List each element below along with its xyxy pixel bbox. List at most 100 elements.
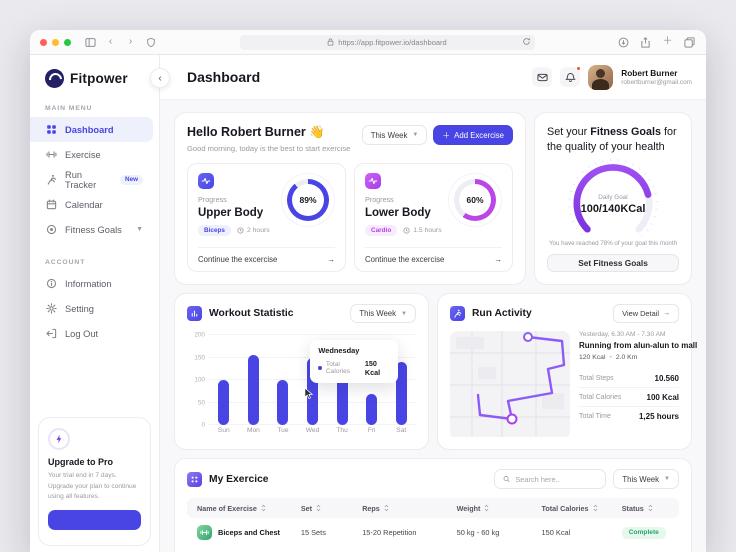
avatar[interactable] bbox=[588, 64, 614, 90]
add-exercise-button[interactable]: ＋ Add Excercise bbox=[433, 125, 513, 145]
column-header[interactable]: Set bbox=[301, 504, 362, 513]
calendar-icon bbox=[45, 199, 57, 211]
shield-icon[interactable] bbox=[144, 36, 157, 49]
stat-row: Total Steps 10.560 bbox=[579, 373, 679, 383]
route-end-marker bbox=[506, 413, 518, 425]
sidebar-item-label: Exercise bbox=[65, 149, 101, 160]
tooltip-label: Total Calories bbox=[325, 361, 351, 376]
runner-icon bbox=[45, 174, 57, 186]
column-header[interactable]: Status bbox=[622, 504, 669, 513]
continue-exercise-link[interactable]: Continue the excercise → bbox=[198, 247, 335, 271]
forward-nav-icon[interactable]: › bbox=[128, 36, 133, 47]
exercise-calories: 150 Kcal bbox=[541, 528, 571, 537]
target-icon bbox=[45, 224, 57, 236]
tooltip-title: Wednesday bbox=[318, 346, 360, 356]
page-header: ‹ Dashboard Robert Burner robertburner@g… bbox=[150, 55, 706, 100]
sidebar-item-logout[interactable]: Log Out bbox=[30, 321, 153, 346]
duration: 2 hours bbox=[237, 227, 270, 234]
column-header[interactable]: Total Calories bbox=[542, 504, 622, 513]
x-tick-thu: Thu bbox=[336, 427, 348, 434]
sidebar-item-calendar[interactable]: Calendar bbox=[30, 192, 153, 217]
chart-xlabels: Sun Mon Tue Wed Thu Fri Sat bbox=[209, 427, 416, 439]
upper-body-card: Progress Upper Body Biceps 2 hours bbox=[187, 163, 346, 272]
refresh-icon[interactable] bbox=[522, 37, 531, 48]
bar-wed[interactable] bbox=[307, 357, 319, 425]
period-select[interactable]: This Week ▼ bbox=[361, 125, 428, 145]
column-header[interactable]: Name of Exercise bbox=[197, 504, 301, 513]
column-header[interactable]: Weight bbox=[457, 504, 542, 513]
legend-dot bbox=[318, 366, 322, 371]
y-tick-label: 100 bbox=[194, 376, 205, 384]
bar-fri[interactable] bbox=[366, 393, 378, 425]
address-bar[interactable]: https://app.fitpower.io/dashboard bbox=[239, 34, 535, 50]
bar-mon[interactable] bbox=[247, 355, 259, 425]
search-input[interactable] bbox=[515, 474, 598, 484]
close-button[interactable] bbox=[40, 38, 47, 46]
back-nav-icon[interactable]: ‹ bbox=[108, 36, 113, 47]
notification-button[interactable] bbox=[560, 66, 582, 87]
stat-row: Total Time 1,25 hours bbox=[579, 406, 679, 425]
search-box[interactable] bbox=[494, 469, 607, 489]
workout-bar-chart: 0 50 100 150 200 Wednesday Total Calories 15… bbox=[194, 332, 416, 439]
chevron-down-icon: ▼ bbox=[401, 310, 407, 317]
minimize-button[interactable] bbox=[52, 38, 59, 46]
tab-overview-icon[interactable] bbox=[683, 36, 696, 49]
progress-title: Lower Body bbox=[365, 207, 431, 219]
status-badge: Complete bbox=[621, 526, 666, 539]
sidebar-item-information[interactable]: Information bbox=[30, 271, 153, 296]
progress-label: Progress bbox=[198, 195, 227, 204]
sidebar-item-label: Setting bbox=[65, 303, 94, 314]
sidebar: Fitpower MAIN MENU Dashboard Exercise bbox=[30, 55, 160, 552]
user-name: Robert Burner bbox=[621, 68, 678, 78]
dot-separator: • bbox=[609, 354, 612, 361]
bar-sun[interactable] bbox=[218, 380, 230, 425]
sidebar-item-fitness-goals[interactable]: Fitness Goals ▼ bbox=[30, 217, 153, 242]
sidebar-item-dashboard[interactable]: Dashboard bbox=[30, 117, 153, 142]
bar-sat[interactable] bbox=[395, 362, 407, 425]
view-detail-button[interactable]: View Detail → bbox=[613, 304, 679, 323]
downloads-icon[interactable] bbox=[617, 36, 630, 49]
sidebar-item-label: Information bbox=[65, 278, 112, 289]
bar-thu[interactable] bbox=[336, 375, 348, 425]
upgrade-button[interactable] bbox=[48, 510, 141, 530]
logo-icon bbox=[45, 69, 64, 88]
share-icon[interactable] bbox=[639, 36, 652, 49]
page-title: Dashboard bbox=[187, 69, 261, 85]
run-session-title: Running from alun-alun to mall bbox=[579, 341, 698, 350]
set-fitness-goals-button[interactable]: Set Fitness Goals bbox=[547, 254, 679, 272]
main-menu-label: MAIN MENU bbox=[45, 105, 93, 112]
period-select[interactable]: This Week ▼ bbox=[350, 304, 416, 323]
run-icon bbox=[450, 306, 465, 321]
gear-icon bbox=[45, 303, 57, 315]
window-controls bbox=[40, 38, 71, 46]
arrow-right-icon: → bbox=[494, 255, 502, 264]
route-map[interactable] bbox=[450, 331, 570, 439]
daily-goal-value: 100/140KCal bbox=[580, 202, 646, 215]
sidebar-item-run-tracker[interactable]: Run Tracker New bbox=[30, 167, 153, 192]
sidebar-toggle-icon[interactable] bbox=[84, 36, 97, 49]
run-session-time: Yesterday, 6.30 AM - 7.30 AM bbox=[579, 331, 666, 338]
table-header: Name of Exercise Set Reps Weight Total C… bbox=[187, 498, 679, 518]
period-select[interactable]: This Week ▼ bbox=[613, 469, 679, 489]
new-tab-icon[interactable]: ＋ bbox=[662, 36, 673, 47]
search-icon bbox=[503, 476, 510, 482]
duration: 1.5 hours bbox=[403, 227, 442, 234]
exercise-name: Biceps and Chest bbox=[218, 528, 281, 537]
route-path bbox=[476, 335, 566, 421]
zoom-button[interactable] bbox=[64, 38, 71, 46]
new-badge: New bbox=[120, 174, 143, 185]
daily-goal-label: Daily Goal bbox=[598, 193, 628, 201]
arrow-right-icon: → bbox=[327, 255, 335, 264]
dashboard-content: Hello Robert Burner 👋 Good morning, toda… bbox=[160, 100, 706, 552]
muscle-tag: Biceps bbox=[198, 225, 231, 236]
table-row[interactable]: Biceps and Chest 15 Sets 15-20 Repetitio… bbox=[187, 518, 679, 547]
sidebar-item-setting[interactable]: Setting bbox=[30, 296, 153, 321]
x-tick-mon: Mon bbox=[246, 427, 260, 434]
continue-exercise-link[interactable]: Continue the excercise → bbox=[365, 247, 502, 271]
column-header[interactable]: Reps bbox=[362, 504, 456, 513]
mail-button[interactable] bbox=[532, 67, 553, 87]
sidebar-item-exercise[interactable]: Exercise bbox=[30, 142, 153, 167]
progress-ring-decoration: 89% bbox=[281, 173, 335, 227]
bar-tue[interactable] bbox=[277, 380, 289, 425]
back-button[interactable]: ‹ bbox=[150, 68, 170, 88]
